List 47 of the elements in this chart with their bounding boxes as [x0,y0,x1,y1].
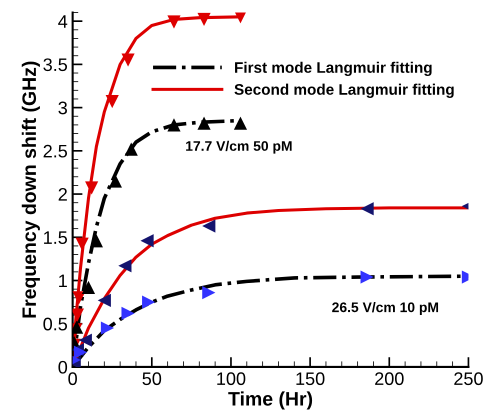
point [90,234,103,248]
point [140,234,154,248]
y-tick-label: 0 [58,360,68,374]
x-axis-title: Time (Hr) [228,391,312,410]
point [197,12,211,26]
point [108,174,122,188]
point [202,286,216,300]
legend-label: Second mode Langmuir fitting [234,84,454,98]
x-tick-label: 200 [375,372,404,386]
point [360,270,374,284]
point [360,202,374,216]
legend-label: First mode Langmuir fitting [235,62,432,76]
point [234,116,248,130]
x-tick-label: 50 [142,372,162,386]
y-tick-label: 2 [58,188,67,201]
y-tick-label: 3 [58,102,67,114]
point [167,15,181,29]
point [202,219,216,233]
annotation: 26.5 V/cm 10 pM [332,302,438,315]
y-tick-label: 3.5 [43,58,68,72]
annotation: 17.7 V/cm 50 pM [186,140,292,154]
point [121,53,135,67]
point [72,291,86,304]
point [76,238,89,251]
y-tick-label: 4 [58,15,68,28]
x-tick-label: 100 [217,372,246,386]
point [142,296,156,309]
point [98,294,111,307]
point [197,116,211,130]
x-tick-label: 150 [296,372,324,386]
y-tick-label: 2.5 [44,144,68,158]
point [167,118,181,132]
point [85,181,98,195]
y-tick-label: 0.5 [43,318,68,330]
point [100,321,114,335]
point [74,346,88,359]
x-tick-label: 0 [68,372,77,386]
point [118,259,132,272]
point [82,280,96,294]
point [121,306,135,320]
y-axis-title: Frequency down shift (GHz) [22,62,40,318]
x-tick-label: 250 [454,372,483,386]
point [78,334,92,347]
point [124,142,138,156]
y-tick-label: 1.5 [44,231,68,244]
y-tick-label: 1 [59,274,67,288]
point [106,94,119,108]
